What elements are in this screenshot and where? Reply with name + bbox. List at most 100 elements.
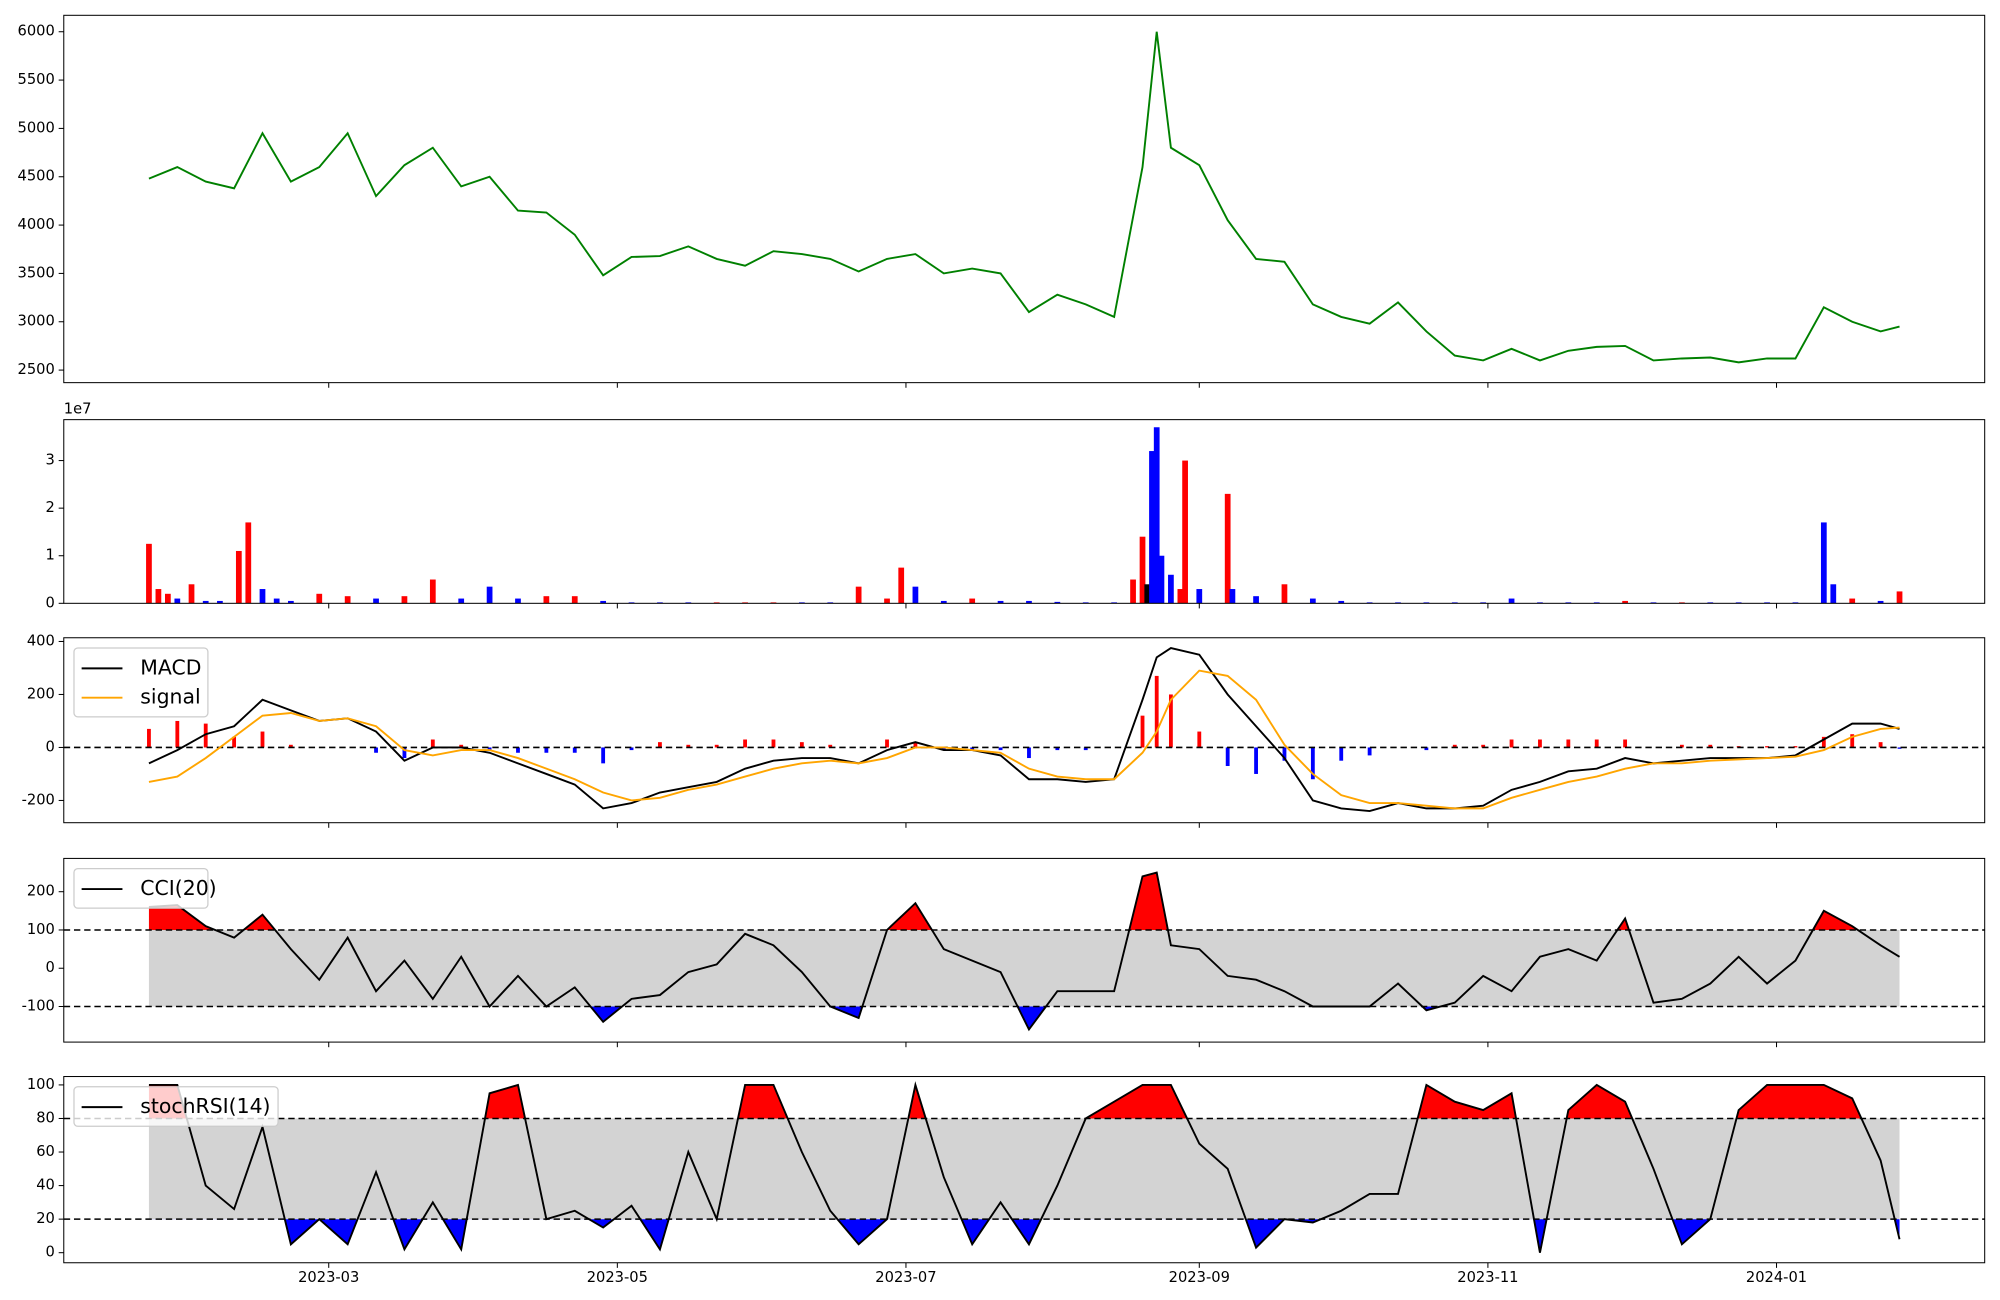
bar: [516, 747, 520, 753]
bar: [1225, 747, 1230, 767]
bar: [941, 747, 946, 751]
bar: [1679, 744, 1684, 748]
bar: [1281, 584, 1288, 604]
x-tick-label: 2023-09: [1169, 1269, 1230, 1286]
bar: [1877, 600, 1884, 604]
y-tick-label: 3500: [18, 264, 55, 281]
bar: [459, 744, 464, 748]
bar: [629, 747, 634, 751]
bar: [1083, 747, 1088, 751]
bar: [913, 742, 918, 748]
y-tick-label: 2: [46, 499, 55, 516]
bar: [316, 593, 323, 604]
y-tick-label: 80: [36, 1109, 55, 1126]
y-tick-label: 400: [27, 632, 55, 649]
bar: [259, 589, 266, 604]
y-tick-label: -100: [22, 998, 55, 1015]
y-tick-label: 0: [46, 959, 55, 976]
bar: [743, 739, 747, 748]
bar: [164, 593, 171, 604]
bar: [202, 600, 209, 604]
bar: [402, 747, 407, 759]
bar: [235, 550, 242, 604]
y-tick-label: 3: [46, 452, 55, 469]
bar: [1793, 746, 1798, 748]
panel-frame: [63, 1076, 1986, 1264]
y-offset-label: 1e7: [64, 400, 92, 417]
panel-frame: [63, 14, 1986, 384]
bar: [1168, 694, 1173, 748]
bar: [1481, 744, 1486, 748]
y-tick-label: 100: [27, 1076, 55, 1093]
bar: [1594, 739, 1599, 748]
bar: [203, 723, 208, 748]
y-tick-label: 4500: [18, 168, 55, 185]
bar: [898, 567, 905, 604]
bar: [1509, 739, 1514, 748]
bar: [146, 543, 152, 604]
band-fill: [148, 929, 1900, 1007]
bar: [232, 736, 237, 748]
y-tick-label: 4000: [18, 216, 55, 233]
bar: [1310, 747, 1315, 780]
bar: [1055, 747, 1060, 751]
bar: [658, 742, 662, 748]
x-tick-label: 2024-01: [1746, 1269, 1807, 1286]
x-tick-label: 2023-11: [1457, 1269, 1518, 1286]
bar: [188, 584, 195, 604]
bar: [1197, 731, 1202, 748]
bar: [1130, 579, 1136, 604]
bar: [273, 598, 280, 604]
bar: [1177, 589, 1184, 604]
bar: [998, 747, 1003, 751]
bar: [1168, 574, 1174, 604]
series-line: [148, 1081, 1901, 1253]
y-tick-label: 0: [46, 594, 55, 611]
bar: [970, 747, 975, 751]
bar: [1830, 584, 1837, 604]
panel-frame: [63, 857, 1986, 1043]
bar: [572, 747, 577, 753]
legend-box: [73, 1086, 279, 1127]
bar: [601, 747, 606, 764]
series-line: [148, 31, 1900, 364]
bar: [1622, 600, 1628, 604]
plot-area: [148, 31, 1900, 364]
legend-label: CCI(20): [140, 876, 216, 900]
bar: [1153, 427, 1160, 604]
bar: [1820, 522, 1827, 604]
y-tick-label: 5500: [18, 71, 55, 88]
bar: [155, 589, 162, 604]
y-tick-label: 2500: [18, 361, 55, 378]
bar: [1309, 598, 1316, 604]
bar: [1765, 746, 1769, 748]
x-tick-label: 2023-03: [298, 1269, 359, 1286]
bar: [940, 600, 947, 604]
bar: [401, 596, 408, 604]
bar: [174, 598, 181, 604]
legend-box: [73, 647, 209, 718]
plot-area: [63, 1081, 1985, 1253]
bar: [486, 586, 493, 604]
series-line: [148, 871, 1901, 1032]
series-line: [148, 669, 1900, 810]
bar: [1282, 747, 1287, 761]
x-tick-label: 2023-05: [587, 1269, 648, 1286]
plot-area: [146, 427, 1903, 604]
bar: [288, 600, 294, 604]
bar: [1026, 600, 1032, 604]
bar: [855, 586, 862, 604]
bar: [260, 731, 265, 748]
bar: [288, 744, 293, 748]
y-tick-label: 100: [27, 921, 55, 938]
bar: [1253, 596, 1259, 604]
legend-label: signal: [140, 685, 200, 709]
series-line: [148, 647, 1900, 813]
y-tick-label: 60: [36, 1143, 55, 1160]
bar: [828, 744, 833, 748]
y-tick-label: 20: [36, 1210, 55, 1227]
bar: [714, 744, 719, 748]
bar: [1878, 742, 1883, 748]
